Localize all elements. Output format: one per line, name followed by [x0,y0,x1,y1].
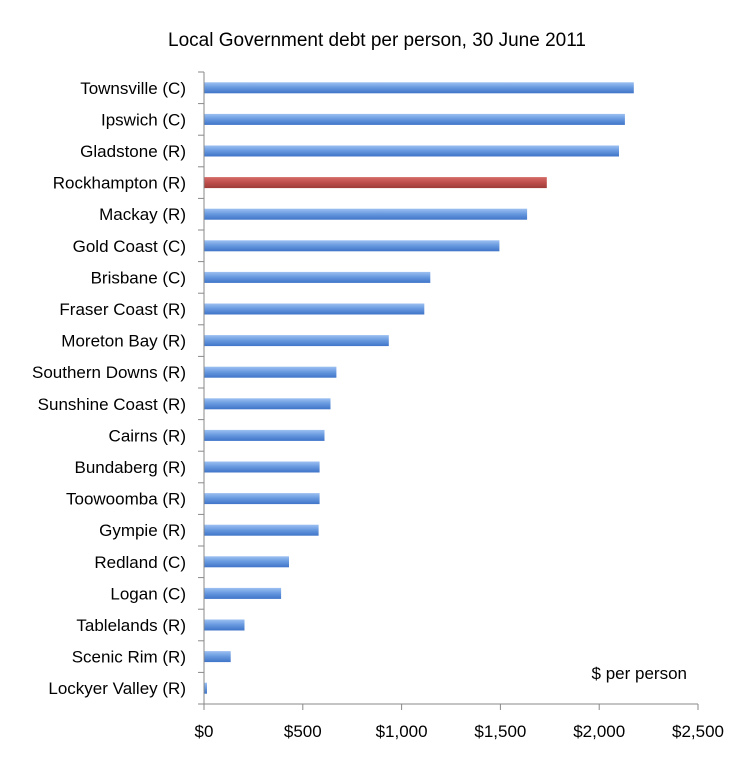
category-label: Mackay (R) [99,205,186,224]
bar-mackay-r [204,208,528,220]
bar-redland-c [204,556,289,568]
x-tick-label: $2,000 [573,722,625,741]
bar-logan-c [204,587,282,599]
category-label: Townsville (C) [80,79,186,98]
category-label: Southern Downs (R) [32,363,186,382]
chart-title: Local Government debt per person, 30 Jun… [168,30,586,51]
category-label: Ipswich (C) [101,110,186,129]
bars-group [204,82,634,694]
category-label: Scenic Rim (R) [72,648,186,667]
bar-sunshine-coast-r [204,398,331,410]
category-label: Rockhampton (R) [53,174,186,193]
bar-townsville-c [204,82,634,94]
category-labels: Townsville (C) Ipswich (C) Gladstone (R) Ro… [32,79,186,698]
category-label: Tablelands (R) [76,616,186,635]
category-label: Toowoomba (R) [66,490,186,509]
bar-bundaberg-r [204,461,320,473]
category-label: Logan (C) [110,584,186,603]
bar-rockhampton-r [204,177,547,189]
x-tick-labels: $0 $500 $1,000 $1,500 $2,000 $2,500 [195,722,724,741]
x-tick-label: $2,500 [672,722,724,741]
category-label: Sunshine Coast (R) [38,395,186,414]
category-label: Brisbane (C) [91,268,186,287]
bar-ipswich-c [204,113,625,125]
bar-gladstone-r [204,145,619,157]
bar-brisbane-c [204,271,431,283]
category-label: Gladstone (R) [80,142,186,161]
bar-moreton-bay-r [204,335,389,347]
category-label: Cairns (R) [109,426,186,445]
bar-gold-coast-c [204,240,500,252]
bar-toowoomba-r [204,493,320,505]
bar-tablelands-r [204,619,245,631]
category-label: Gympie (R) [99,521,186,540]
category-label: Gold Coast (C) [73,237,186,256]
category-label: Bundaberg (R) [74,458,186,477]
bar-lockyer-valley-r [204,682,207,694]
axes-group [198,71,699,710]
bar-gympie-r [204,524,319,536]
category-label: Lockyer Valley (R) [48,679,186,698]
unit-annotation: $ per person [592,664,687,683]
bar-scenic-rim-r [204,651,231,663]
x-tick-label: $1,000 [376,722,428,741]
bar-fraser-coast-r [204,303,425,315]
x-tick-label: $500 [284,722,322,741]
x-tick-label: $1,500 [474,722,526,741]
x-tick-label: $0 [195,722,214,741]
bar-cairns-r [204,429,325,441]
category-label: Moreton Bay (R) [61,332,186,351]
category-label: Fraser Coast (R) [59,300,186,319]
bar-southern-downs-r [204,366,337,378]
category-label: Redland (C) [94,553,186,572]
